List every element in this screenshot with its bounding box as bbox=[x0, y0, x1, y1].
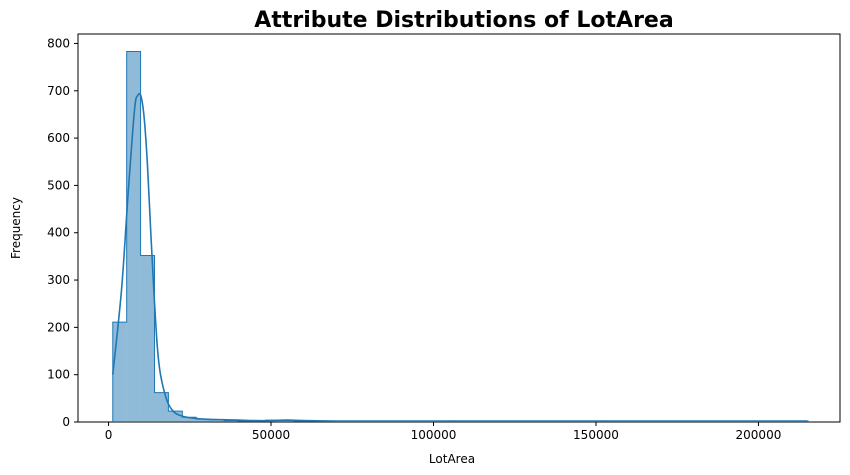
y-tick-label: 400 bbox=[47, 226, 70, 240]
histogram-bar bbox=[168, 411, 183, 422]
x-tick-label: 150000 bbox=[573, 428, 619, 442]
histogram-bar bbox=[126, 51, 141, 422]
y-tick-label: 600 bbox=[47, 131, 70, 145]
y-tick-label: 0 bbox=[62, 415, 70, 429]
y-tick-label: 500 bbox=[47, 178, 70, 192]
plot-area-frame bbox=[77, 33, 841, 423]
y-tick-label: 100 bbox=[47, 368, 70, 382]
histogram-bar bbox=[279, 420, 294, 422]
y-tick-label: 700 bbox=[47, 84, 70, 98]
y-axis-label: Frequency bbox=[9, 197, 23, 259]
y-tick-label: 300 bbox=[47, 273, 70, 287]
y-axis-ticks: 0 100 200 300 400 500 600 700 800 bbox=[47, 36, 78, 429]
histogram-bar bbox=[182, 417, 197, 422]
histogram-bar bbox=[112, 322, 127, 422]
histogram-bar bbox=[196, 419, 211, 422]
histogram-bar bbox=[224, 420, 238, 422]
x-tick-label: 50000 bbox=[252, 428, 290, 442]
x-axis-label: LotArea bbox=[429, 452, 475, 466]
kde-line bbox=[111, 92, 808, 422]
x-tick-label: 200000 bbox=[736, 428, 782, 442]
histogram-bar bbox=[210, 419, 225, 422]
x-tick-label: 100000 bbox=[411, 428, 457, 442]
histogram-outline bbox=[112, 51, 809, 423]
y-tick-label: 200 bbox=[47, 320, 70, 334]
x-tick-label: 0 bbox=[105, 428, 113, 442]
chart-title: Attribute Distributions of LotArea bbox=[254, 8, 673, 33]
histogram-bar bbox=[154, 392, 169, 422]
kde-curve bbox=[111, 92, 808, 422]
histogram-bar bbox=[140, 255, 155, 422]
histogram-bars bbox=[112, 51, 809, 423]
x-axis-ticks: 0 50000 100000 150000 200000 bbox=[105, 422, 782, 442]
y-tick-label: 800 bbox=[47, 36, 70, 50]
